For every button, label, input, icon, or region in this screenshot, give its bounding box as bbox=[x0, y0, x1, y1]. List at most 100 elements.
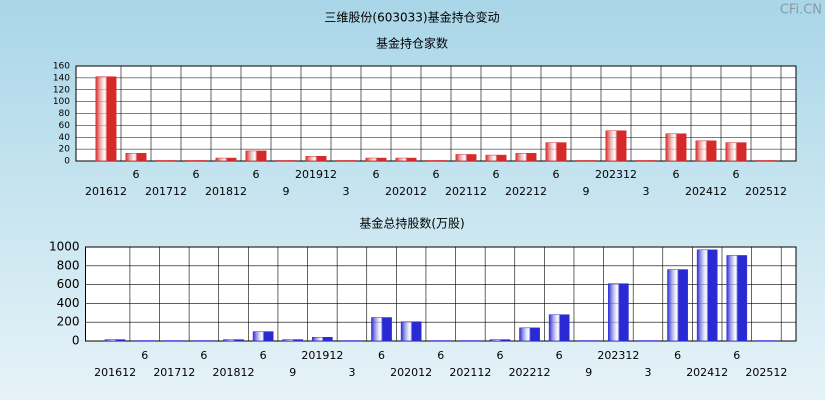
bar bbox=[282, 339, 304, 342]
x-tick-label: 9 bbox=[585, 366, 592, 379]
x-tick-label: 6 bbox=[733, 168, 740, 181]
bar bbox=[155, 160, 177, 162]
y-tick-label: 20 bbox=[59, 145, 71, 155]
bar bbox=[605, 130, 627, 162]
x-tick-label: 202112 bbox=[449, 366, 491, 379]
bar bbox=[275, 160, 297, 162]
x-tick-label: 9 bbox=[283, 185, 290, 198]
y-tick-label: 600 bbox=[57, 277, 80, 291]
bar bbox=[400, 321, 422, 342]
bar bbox=[395, 157, 417, 162]
bar bbox=[755, 160, 777, 162]
bar bbox=[667, 269, 688, 342]
x-tick-label: 6 bbox=[493, 168, 500, 181]
bar bbox=[305, 156, 327, 162]
y-tick-label: 80 bbox=[59, 109, 71, 119]
bar bbox=[215, 157, 237, 162]
x-tick-label: 6 bbox=[556, 349, 563, 362]
y-tick-label: 100 bbox=[53, 97, 70, 107]
y-tick-label: 0 bbox=[64, 157, 70, 167]
y-tick-label: 800 bbox=[57, 258, 80, 272]
x-tick-label: 202012 bbox=[385, 185, 427, 198]
x-tick-label: 202312 bbox=[595, 168, 637, 181]
bar bbox=[548, 314, 570, 342]
x-tick-label: 6 bbox=[200, 349, 207, 362]
bar bbox=[725, 142, 747, 162]
x-tick-label: 201712 bbox=[153, 366, 195, 379]
watermark: CFi.CN bbox=[780, 3, 822, 18]
x-tick-label: 6 bbox=[133, 168, 140, 181]
bar bbox=[665, 133, 687, 162]
page-title: 三维股份(603033)基金持仓变动 bbox=[324, 10, 499, 25]
x-tick-label: 202112 bbox=[445, 185, 487, 198]
x-tick-label: 6 bbox=[378, 349, 385, 362]
bar bbox=[608, 283, 629, 342]
bar bbox=[696, 249, 718, 342]
x-tick-label: 6 bbox=[674, 349, 681, 362]
bar bbox=[515, 153, 537, 162]
y-tick-label: 200 bbox=[57, 315, 80, 329]
chart-title: 基金持仓家数 bbox=[376, 36, 448, 51]
x-tick-label: 202412 bbox=[685, 185, 727, 198]
bar bbox=[312, 336, 333, 342]
bar bbox=[125, 153, 147, 162]
bar bbox=[575, 160, 597, 162]
chart-title: 基金总持股数(万股) bbox=[359, 216, 464, 231]
x-tick-label: 6 bbox=[193, 168, 200, 181]
bar bbox=[545, 142, 567, 162]
bar bbox=[726, 255, 748, 342]
bar bbox=[223, 339, 244, 342]
x-tick-label: 201912 bbox=[295, 168, 337, 181]
x-tick-label: 3 bbox=[644, 366, 651, 379]
x-tick-label: 6 bbox=[733, 349, 740, 362]
bar bbox=[252, 331, 274, 342]
bar bbox=[425, 160, 447, 162]
bar bbox=[485, 154, 507, 162]
bar bbox=[335, 160, 357, 162]
x-tick-label: 201712 bbox=[145, 185, 187, 198]
y-tick-label: 160 bbox=[53, 62, 70, 72]
bar bbox=[371, 317, 392, 342]
x-tick-label: 201912 bbox=[301, 349, 343, 362]
x-tick-label: 201812 bbox=[213, 366, 255, 379]
x-tick-label: 6 bbox=[373, 168, 380, 181]
x-tick-label: 201612 bbox=[85, 185, 127, 198]
x-tick-label: 202512 bbox=[745, 185, 787, 198]
y-tick-label: 400 bbox=[57, 296, 80, 310]
x-tick-label: 202312 bbox=[597, 349, 639, 362]
x-tick-label: 6 bbox=[260, 349, 267, 362]
x-tick-label: 201812 bbox=[205, 185, 247, 198]
bar bbox=[245, 150, 267, 162]
bar bbox=[104, 339, 126, 342]
x-tick-label: 201612 bbox=[94, 366, 136, 379]
x-tick-label: 9 bbox=[289, 366, 296, 379]
x-tick-label: 6 bbox=[673, 168, 680, 181]
bar bbox=[365, 157, 387, 162]
x-tick-label: 3 bbox=[348, 366, 355, 379]
x-tick-label: 202212 bbox=[505, 185, 547, 198]
bar bbox=[185, 160, 207, 162]
x-tick-label: 3 bbox=[343, 185, 350, 198]
x-tick-label: 6 bbox=[433, 168, 440, 181]
bar bbox=[455, 154, 477, 162]
bar bbox=[95, 76, 117, 162]
y-tick-label: 40 bbox=[59, 133, 71, 143]
y-tick-label: 0 bbox=[72, 334, 80, 348]
y-tick-label: 60 bbox=[59, 121, 71, 131]
x-tick-label: 6 bbox=[496, 349, 503, 362]
bar bbox=[489, 339, 511, 342]
x-tick-label: 9 bbox=[583, 185, 590, 198]
x-tick-label: 6 bbox=[437, 349, 444, 362]
x-tick-label: 202012 bbox=[390, 366, 432, 379]
bar bbox=[519, 327, 540, 342]
x-tick-label: 6 bbox=[553, 168, 560, 181]
x-tick-label: 6 bbox=[253, 168, 260, 181]
y-tick-label: 120 bbox=[53, 85, 70, 95]
bar bbox=[695, 140, 717, 162]
x-tick-label: 202412 bbox=[686, 366, 728, 379]
plot-area bbox=[85, 246, 797, 342]
x-tick-label: 3 bbox=[643, 185, 650, 198]
bar bbox=[635, 160, 657, 162]
